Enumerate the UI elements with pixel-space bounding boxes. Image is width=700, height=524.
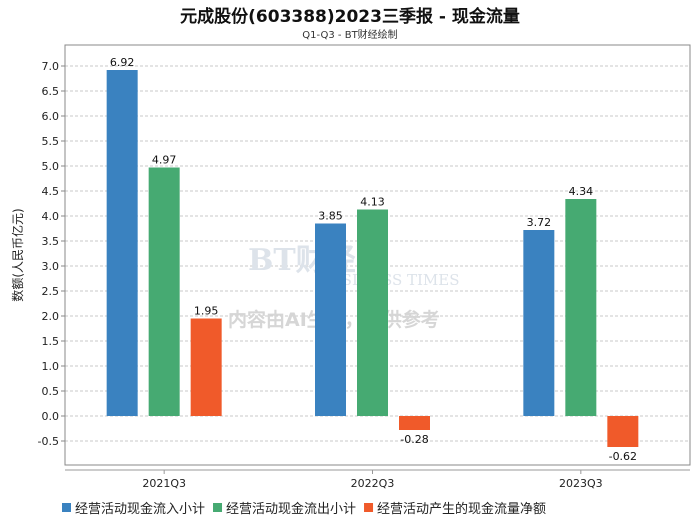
- x-axis: 2021Q3 2022Q3 2023Q3: [65, 469, 690, 490]
- plot-border: [64, 44, 691, 466]
- legend-swatch: [62, 503, 71, 512]
- bar: [523, 230, 555, 416]
- legend: 经营活动现金流入小计 经营活动现金流出小计 经营活动产生的现金流量净额: [62, 501, 546, 517]
- x-tick-label: 2023Q3: [559, 477, 603, 490]
- bar: [106, 70, 138, 416]
- y-tick-label: 4.5: [42, 185, 60, 198]
- y-tick-label: 6.5: [42, 85, 60, 98]
- y-tick-label: 1.5: [42, 335, 60, 348]
- y-axis-ticks: -0.5 0.0 0.5 1.0 1.5 2.0 2.5 3.0 3.5 4.0 4.5 5.0 5.5…: [38, 60, 65, 448]
- data-label: 4.97: [152, 154, 177, 167]
- bar: [148, 167, 180, 416]
- x-tick-label: 2021Q3: [142, 477, 186, 490]
- legend-label: 经营活动现金流出小计: [226, 501, 356, 517]
- y-tick-label: 3.5: [42, 235, 60, 248]
- bar: [399, 416, 430, 430]
- y-tick-label: 3.0: [42, 260, 60, 273]
- y-axis-label: 数额(人民币亿元): [10, 208, 25, 301]
- data-label: 3.85: [318, 210, 343, 223]
- data-label: 1.95: [194, 305, 219, 318]
- chart-subtitle: Q1-Q3 - BT财经绘制: [302, 28, 397, 41]
- bar: [565, 199, 597, 416]
- data-label: -0.28: [400, 433, 428, 446]
- data-label: 4.34: [569, 185, 594, 198]
- y-tick-label: 2.5: [42, 285, 60, 298]
- x-tick-label: 2022Q3: [351, 477, 395, 490]
- data-label: 3.72: [527, 216, 552, 229]
- y-tick-label: 5.0: [42, 160, 60, 173]
- bar: [315, 223, 346, 416]
- y-tick-label: 4.0: [42, 210, 60, 223]
- y-tick-label: 0.0: [42, 410, 60, 423]
- bar: [607, 416, 639, 447]
- y-tick-label: 0.5: [42, 385, 60, 398]
- y-tick-label: 1.0: [42, 360, 60, 373]
- watermark-logo-sub: BUSINESS TIMES: [318, 271, 460, 289]
- bar: [357, 209, 388, 416]
- data-label: 4.13: [360, 196, 385, 209]
- legend-label: 经营活动产生的现金流量净额: [377, 501, 546, 517]
- y-tick-label: -0.5: [38, 435, 59, 448]
- y-tick-label: 2.0: [42, 310, 60, 323]
- legend-swatch: [364, 503, 374, 512]
- legend-swatch: [213, 503, 223, 512]
- bar: [190, 318, 222, 416]
- chart-title: 元成股份(603388)2023三季报 - 现金流量: [180, 6, 520, 27]
- y-tick-label: 7.0: [42, 60, 60, 73]
- bars: 6.92 4.97 1.95 3.85 4.13 -0.28 3.72 4.34 -0.62: [106, 56, 639, 463]
- y-tick-label: 6.0: [42, 110, 60, 123]
- y-tick-label: 5.5: [42, 135, 60, 148]
- legend-label: 经营活动现金流入小计: [75, 501, 205, 517]
- data-label: 6.92: [110, 56, 135, 69]
- data-label: -0.62: [609, 450, 637, 463]
